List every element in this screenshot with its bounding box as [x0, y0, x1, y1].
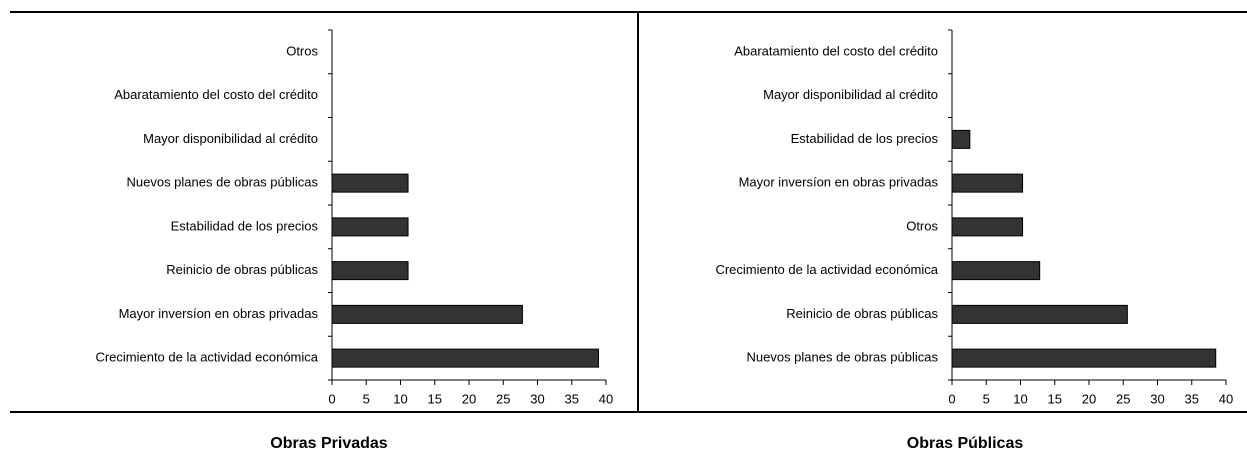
y-tick-label: Reinicio de obras públicas [786, 306, 938, 321]
x-tick-label: 10 [1013, 391, 1027, 406]
x-tick-label: 0 [948, 391, 955, 406]
bar [331, 173, 409, 193]
y-tick-label: Mayor inversíon en obras privadas [119, 306, 319, 321]
x-tick-label: 20 [462, 391, 476, 406]
bar [331, 304, 523, 324]
bar [331, 261, 409, 281]
x-tick-label: 20 [1082, 391, 1096, 406]
bar [951, 348, 1217, 368]
y-tick-label: Crecimiento de la actividad económica [95, 350, 318, 365]
bar [951, 261, 1041, 281]
x-tick-label: 0 [328, 391, 335, 406]
x-tick-label: 25 [1116, 391, 1130, 406]
x-tick-label: 35 [1185, 391, 1199, 406]
x-tick-label: 5 [363, 391, 370, 406]
x-tick-label: 40 [599, 391, 613, 406]
chart-title: Obras Privadas [270, 435, 388, 452]
x-tick-label: 5 [983, 391, 990, 406]
bar [951, 217, 1024, 237]
bar [951, 129, 971, 149]
y-tick-label: Otros [286, 43, 318, 58]
bar [331, 217, 409, 237]
y-tick-label: Nuevos planes de obras públicas [126, 175, 318, 190]
y-tick-label: Crecimiento de la actividad económica [715, 262, 938, 277]
x-tick-label: 25 [496, 391, 510, 406]
x-tick-label: 15 [1048, 391, 1062, 406]
y-tick-label: Mayor inversíon en obras privadas [739, 175, 939, 190]
x-tick-label: 30 [1150, 391, 1164, 406]
bar [331, 348, 599, 368]
y-tick-label: Abaratamiento del costo del crédito [114, 87, 318, 102]
y-tick-label: Reinicio de obras públicas [166, 262, 318, 277]
x-tick-label: 35 [565, 391, 579, 406]
y-tick-label: Abaratamiento del costo del crédito [734, 43, 938, 58]
y-tick-label: Otros [906, 218, 938, 233]
x-tick-label: 15 [428, 391, 442, 406]
y-tick-label: Estabilidad de los precios [791, 131, 939, 146]
y-tick-label: Estabilidad de los precios [171, 218, 319, 233]
y-tick-label: Mayor disponibilidad al crédito [143, 131, 318, 146]
x-tick-label: 30 [530, 391, 544, 406]
x-tick-label: 10 [393, 391, 407, 406]
bar [951, 304, 1128, 324]
bar [951, 173, 1024, 193]
chart-title: Obras Públicas [907, 435, 1024, 452]
y-tick-label: Nuevos planes de obras públicas [746, 350, 938, 365]
x-tick-label: 40 [1219, 391, 1233, 406]
y-tick-label: Mayor disponibilidad al crédito [763, 87, 938, 102]
